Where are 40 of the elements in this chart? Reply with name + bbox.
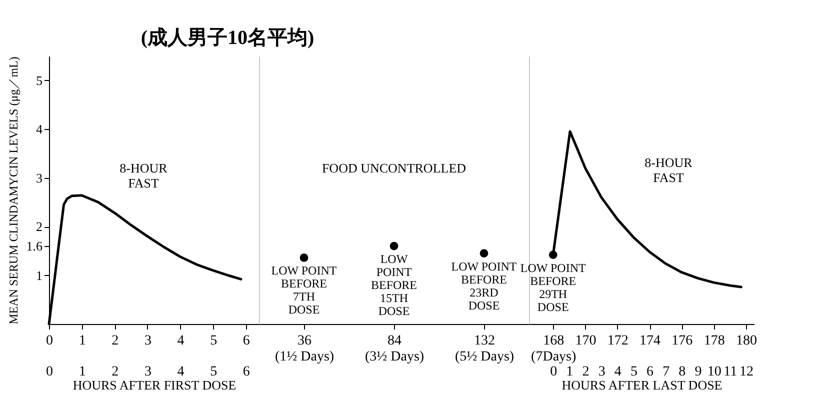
annotation: LOW POINT BEFORE 23RD DOSE <box>451 259 518 312</box>
x-tick-label: 2 <box>112 364 119 380</box>
x-tick-label: 1 <box>78 364 86 380</box>
x2-tick-label: 8 <box>678 364 686 380</box>
x-tick-label: 0 <box>46 364 53 380</box>
chart-title: (成人男子10名平均) <box>140 27 314 49</box>
y-tick-label: 1.6 <box>26 238 43 254</box>
annotation: LOW POINT BEFORE 15TH DOSE <box>370 252 418 318</box>
y-tick-label: 3 <box>36 170 42 186</box>
x-tick-label: 5 <box>210 364 218 380</box>
x-tick-label: 176 <box>672 334 693 348</box>
annotation: 8-HOUR FAST <box>120 160 168 191</box>
x-tick-label: 170 <box>575 334 596 348</box>
x-tick-label: 178 <box>704 334 725 348</box>
x-tick-label: 6 <box>242 364 250 380</box>
y-tick-label: 2 <box>36 219 42 234</box>
x-tick-label: 3 <box>144 364 152 380</box>
x2-tick-label: 12 <box>739 364 754 380</box>
annotation: LOW POINT BEFORE 29TH DOSE <box>520 260 586 314</box>
x2-axis-title: HOURS AFTER FIRST DOSE <box>72 378 236 392</box>
annotation: FOOD UNCONTROLLED <box>322 160 466 176</box>
x-tick-label: 168 (7Days) <box>531 334 576 364</box>
y-tick-label: 5 <box>36 72 42 88</box>
x-tick-label: 172 <box>607 334 628 348</box>
x-tick-label: 36 (1½ Days) <box>274 334 334 364</box>
x-tick-label: 180 <box>736 334 757 348</box>
x2-tick-label: 9 <box>694 364 702 380</box>
y-tick-label: 4 <box>36 122 43 137</box>
x2-tick-label: 11 <box>724 364 738 380</box>
x-tick-label: 174 <box>640 334 661 348</box>
y-axis-title: MEAN SERUM CLINDAMYCIN LEVELS (μg／mL) <box>6 56 20 324</box>
x-tick-label: 132 (5½ Days) <box>454 334 514 364</box>
x-tick-label: 4 <box>177 364 184 380</box>
x2-axis-title: HOURS AFTER LAST DOSE <box>562 378 722 392</box>
x-tick-label: 84 (3½ Days) <box>364 334 424 364</box>
annotation: 8-HOUR FAST <box>644 155 693 186</box>
x2-tick-label: 7 <box>662 364 670 380</box>
y-tick-label: 1 <box>36 268 42 283</box>
x2-tick-label: 10 <box>707 364 722 380</box>
annotation: LOW POINT BEFORE 7TH DOSE <box>271 264 338 317</box>
